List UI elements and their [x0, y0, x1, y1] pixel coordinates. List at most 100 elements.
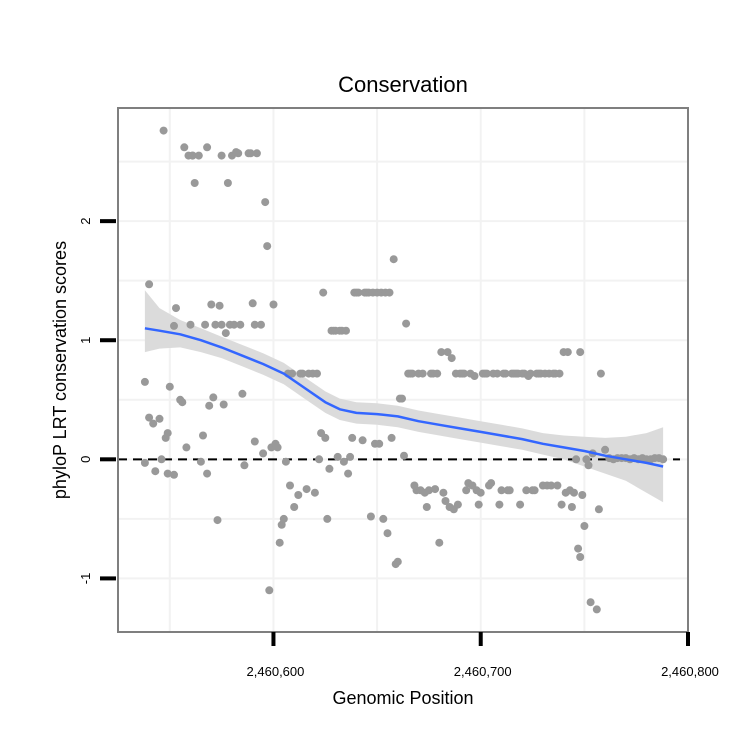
data-point: [576, 348, 585, 357]
data-point: [182, 443, 191, 452]
data-point: [240, 461, 249, 470]
data-point: [497, 486, 506, 495]
data-point: [576, 553, 585, 561]
data-point: [263, 242, 272, 251]
data-point: [418, 369, 427, 378]
data-point: [493, 369, 502, 378]
data-point: [325, 464, 334, 473]
data-point: [385, 288, 394, 297]
data-point: [596, 369, 605, 378]
data-point: [261, 198, 270, 207]
data-point: [582, 455, 591, 464]
data-point: [273, 443, 282, 452]
x-axis-ticks: 2,460,600 2,460,700 2,460,800: [247, 632, 719, 679]
data-point: [366, 512, 375, 521]
data-point: [203, 143, 212, 152]
data-points: [140, 126, 668, 614]
data-point: [557, 500, 566, 509]
data-point: [572, 455, 581, 464]
data-point: [393, 557, 402, 566]
data-point: [333, 452, 342, 461]
y-axis-label: phyloP LRT conservation scores: [50, 241, 70, 499]
data-point: [354, 288, 363, 297]
data-point: [358, 436, 367, 445]
data-point: [482, 369, 491, 378]
data-point: [188, 151, 197, 160]
data-point: [290, 503, 299, 511]
data-point: [586, 598, 595, 607]
plot-panel: [118, 108, 688, 632]
data-point: [286, 481, 294, 490]
data-point: [348, 433, 357, 442]
data-point: [252, 149, 261, 158]
data-point: [487, 479, 496, 488]
data-point: [567, 503, 576, 511]
data-point: [170, 321, 178, 330]
data-point: [157, 455, 166, 464]
data-point: [375, 439, 384, 448]
data-point: [441, 497, 450, 505]
data-point: [592, 605, 601, 614]
data-point: [248, 299, 257, 308]
data-point: [580, 522, 589, 530]
data-point: [149, 419, 158, 428]
data-point: [447, 354, 456, 363]
data-point: [474, 500, 483, 509]
y-tick-label: -1: [78, 573, 93, 585]
data-point: [230, 320, 239, 329]
data-point: [431, 485, 440, 494]
data-point: [315, 455, 324, 464]
data-point: [601, 445, 610, 454]
y-axis-ticks: -1 0 1 2: [78, 218, 116, 585]
data-point: [219, 400, 228, 409]
data-point: [194, 151, 203, 160]
smooth-line: [144, 327, 664, 468]
data-point: [207, 300, 216, 309]
data-point: [199, 431, 207, 440]
data-point: [180, 143, 189, 152]
data-point: [424, 486, 433, 495]
y-tick-label: 1: [78, 337, 93, 344]
data-point: [530, 486, 539, 495]
data-point: [422, 503, 431, 511]
chart-title: Conservation: [338, 72, 468, 97]
data-point: [516, 500, 525, 509]
data-point: [170, 470, 178, 479]
data-point: [344, 469, 353, 478]
data-point: [213, 516, 222, 525]
data-point: [140, 458, 149, 467]
confidence-band-area: [144, 290, 664, 503]
confidence-band: [144, 290, 664, 503]
data-point: [453, 500, 462, 509]
data-point: [400, 451, 408, 460]
data-point: [165, 382, 174, 391]
data-point: [476, 488, 485, 497]
data-point: [553, 481, 562, 490]
data-point: [145, 413, 154, 422]
data-point: [578, 491, 587, 499]
data-point: [215, 301, 224, 310]
data-point: [172, 304, 180, 313]
y-tick-label: 0: [78, 456, 93, 463]
data-point: [443, 348, 452, 357]
data-point: [387, 433, 396, 442]
data-point: [246, 149, 255, 158]
data-point: [288, 369, 297, 378]
data-point: [217, 151, 226, 160]
x-axis-label: Genomic Position: [332, 688, 473, 708]
data-point: [435, 538, 444, 547]
data-point: [563, 348, 572, 357]
data-point: [294, 491, 303, 499]
data-point: [501, 369, 510, 378]
data-point: [279, 514, 288, 523]
data-point: [238, 389, 247, 398]
data-point: [570, 488, 578, 497]
data-point: [178, 398, 187, 407]
data-point: [221, 329, 230, 338]
data-point: [163, 469, 172, 478]
data-point: [259, 449, 268, 458]
data-point: [159, 126, 168, 135]
data-point: [526, 369, 535, 378]
data-point: [398, 394, 406, 403]
data-point: [594, 505, 603, 514]
